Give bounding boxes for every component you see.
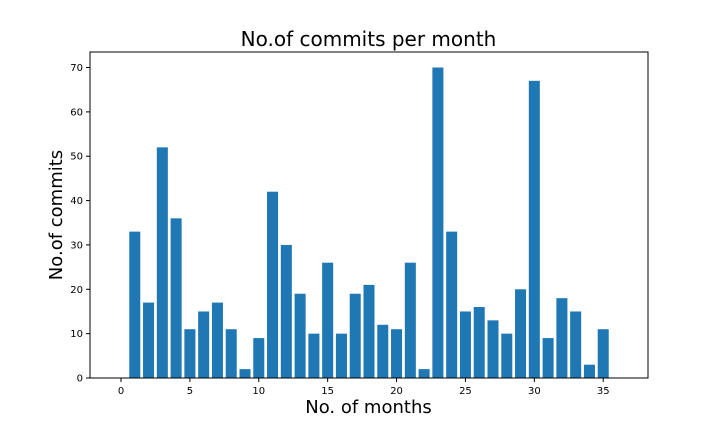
y-axis-title: No.of commits — [46, 150, 67, 280]
bar-month-21 — [404, 262, 416, 378]
x-tick-label: 15 — [321, 386, 334, 397]
x-tick-label: 25 — [459, 386, 472, 397]
bar-month-27 — [487, 320, 499, 378]
y-tick-label: 10 — [70, 329, 83, 340]
x-axis: 0 5 10 15 20 25 30 35 — [118, 378, 610, 397]
plot-area-frame — [89, 51, 649, 379]
x-tick-label: 30 — [528, 386, 541, 397]
bar-month-19 — [377, 324, 389, 378]
x-axis-title: No. of months — [305, 397, 431, 418]
bar-month-12 — [280, 244, 292, 378]
bar-month-28 — [501, 333, 513, 378]
y-axis: 0 10 20 30 40 50 60 70 — [70, 63, 90, 385]
bar-month-5 — [184, 329, 196, 378]
y-tick-label: 50 — [70, 152, 83, 163]
bar-month-18 — [363, 284, 375, 378]
bar-month-3 — [156, 147, 168, 378]
bar-month-1 — [129, 231, 141, 378]
y-tick-label: 30 — [70, 240, 83, 251]
bar-month-34 — [583, 364, 595, 378]
bars-group — [129, 67, 609, 379]
chart-title: No.of commits per month — [241, 27, 497, 51]
bar-month-6 — [198, 311, 210, 378]
bar-month-33 — [570, 311, 582, 378]
x-tick-label: 5 — [187, 386, 193, 397]
y-tick-label: 60 — [70, 107, 83, 118]
bar-month-10 — [253, 338, 265, 378]
bar-month-14 — [308, 333, 320, 378]
x-tick-label: 35 — [597, 386, 610, 397]
bar-month-20 — [391, 329, 403, 378]
bar-month-26 — [473, 307, 485, 378]
bar-month-32 — [556, 298, 568, 378]
bar-month-30 — [528, 80, 540, 378]
bar-month-23 — [432, 67, 444, 379]
x-tick-label: 10 — [252, 386, 265, 397]
bar-month-9 — [239, 369, 251, 378]
bar-month-24 — [446, 231, 458, 378]
bar-month-25 — [459, 311, 471, 378]
bar-month-31 — [542, 338, 554, 378]
bar-month-35 — [597, 329, 609, 378]
bar-month-29 — [515, 289, 527, 378]
bar-month-16 — [335, 333, 347, 378]
bar-month-2 — [143, 302, 155, 378]
bar-month-4 — [170, 218, 182, 378]
bar-month-8 — [225, 329, 237, 378]
bar-month-11 — [267, 191, 279, 378]
bar-month-13 — [294, 293, 306, 378]
bar-month-7 — [211, 302, 223, 378]
y-tick-label: 0 — [77, 374, 83, 385]
bar-month-15 — [322, 262, 334, 378]
y-tick-label: 40 — [70, 196, 83, 207]
bar-month-22 — [418, 369, 430, 378]
y-tick-label: 70 — [70, 63, 83, 74]
x-tick-label: 0 — [118, 386, 124, 397]
y-tick-label: 20 — [70, 285, 83, 296]
x-tick-label: 20 — [390, 386, 403, 397]
bar-month-17 — [349, 293, 361, 378]
